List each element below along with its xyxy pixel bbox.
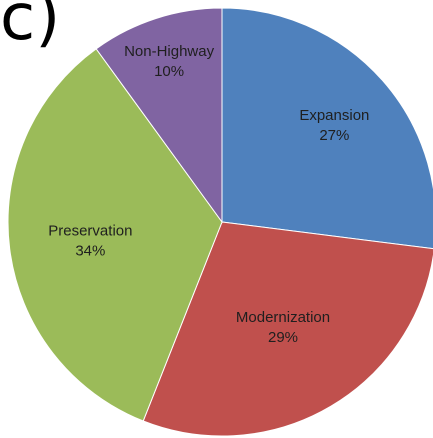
slice-percent-expansion: 27% [319, 127, 349, 144]
slice-percent-modernization: 29% [268, 329, 298, 346]
slice-label-expansion: Expansion [299, 107, 369, 124]
slice-label-preservation: Preservation [48, 223, 132, 240]
pie-labels: Expansion 27% Modernization 29% Preservation… [48, 43, 369, 346]
pie-slices [7, 7, 433, 437]
pie-slice-expansion [221, 7, 433, 250]
slice-percent-preservation: 34% [75, 243, 105, 260]
pie-slice-preservation [7, 48, 223, 422]
slice-label-non-highway: Non-Highway [124, 43, 215, 60]
pie-slice-modernization [142, 221, 433, 437]
pie-slice-non-highway [95, 7, 223, 224]
slice-percent-non-highway: 10% [154, 63, 184, 80]
panel-letter: c) [0, 0, 61, 55]
slice-label-modernization: Modernization [236, 309, 330, 326]
